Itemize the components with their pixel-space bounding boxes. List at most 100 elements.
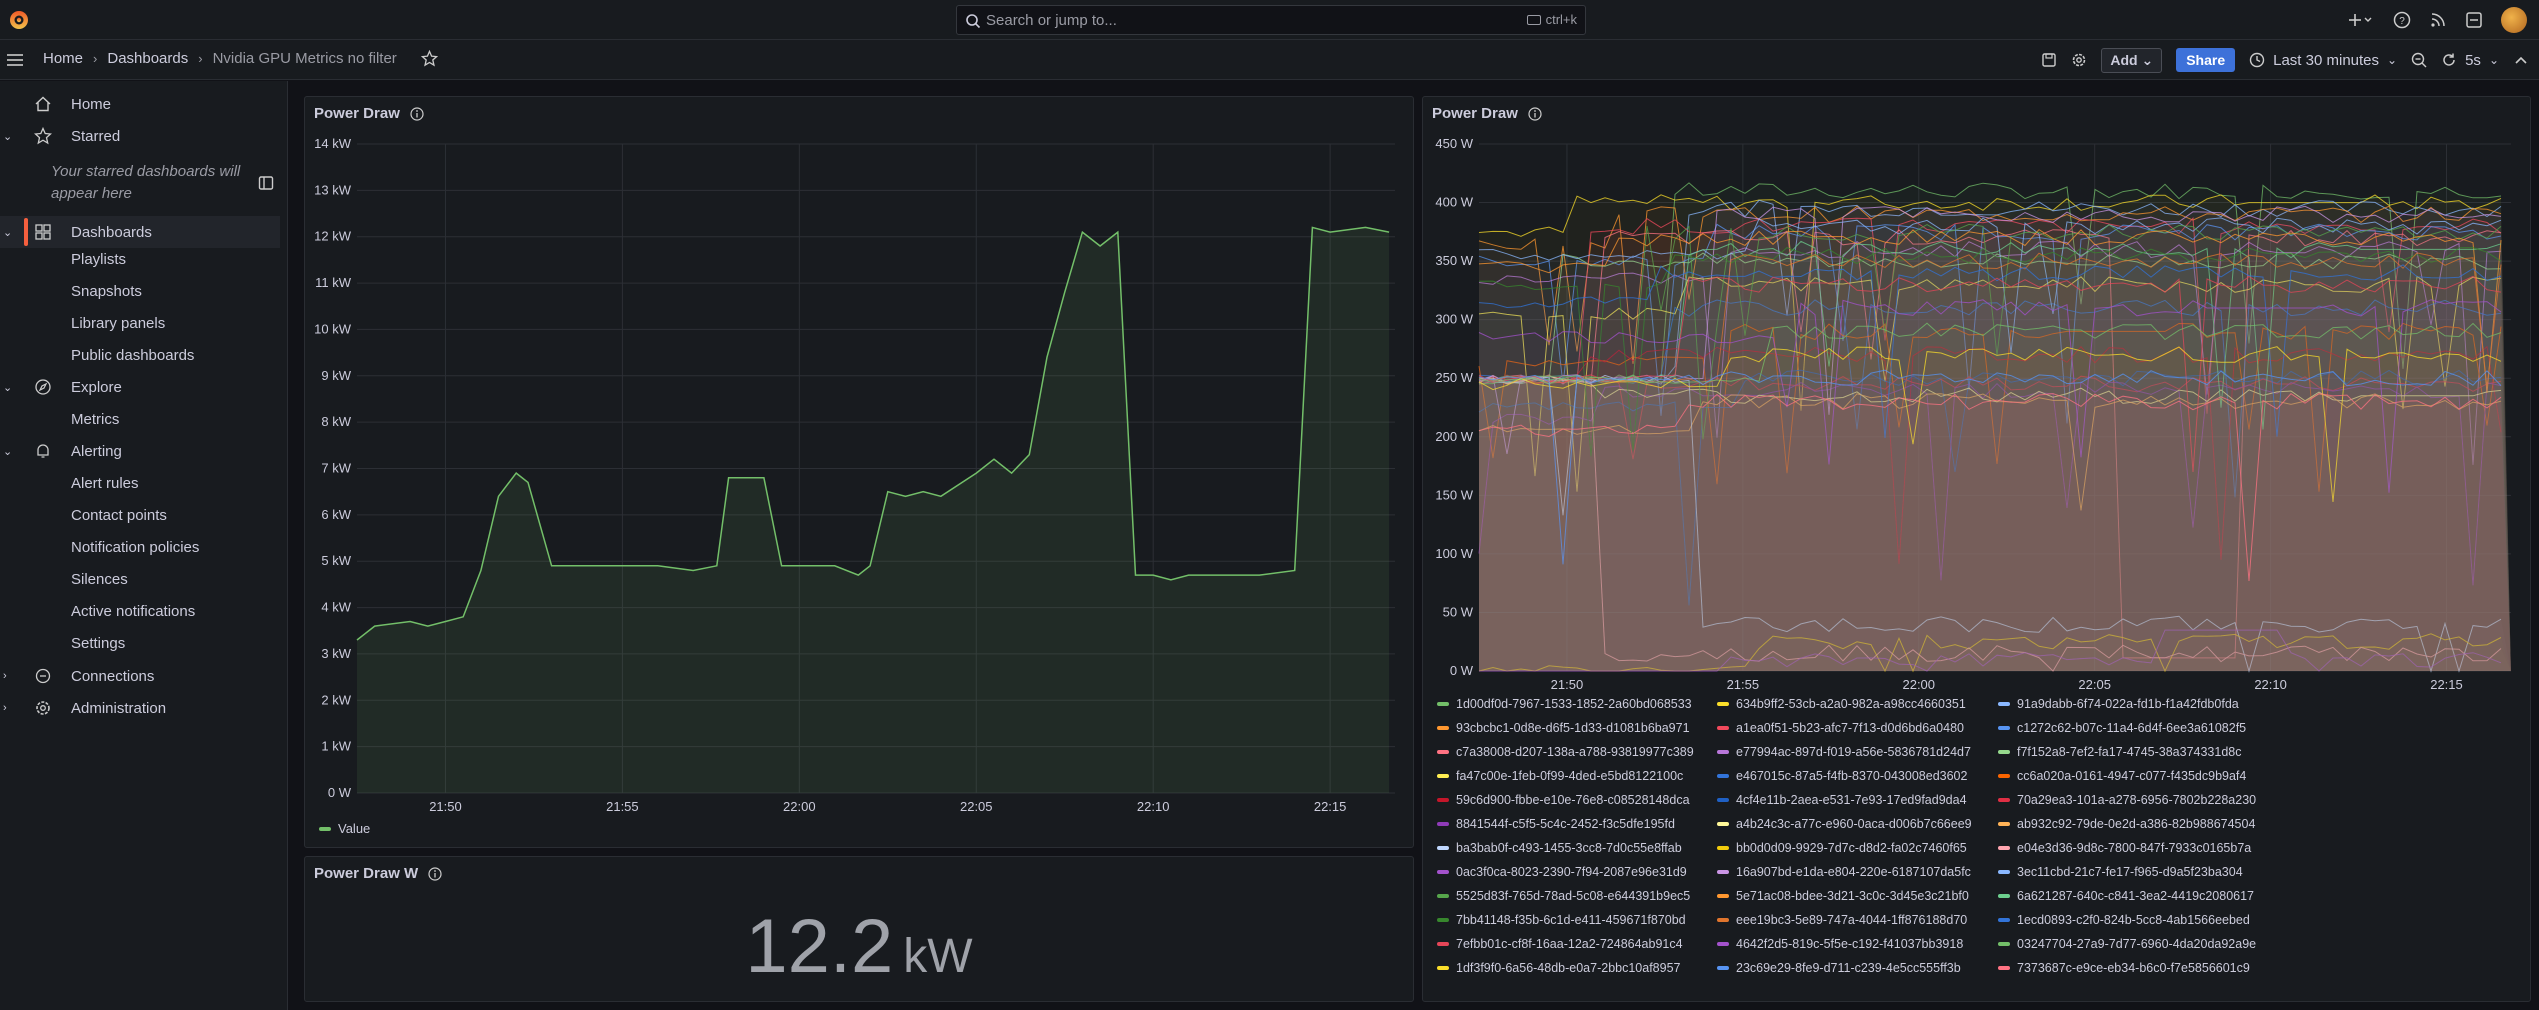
chevron-down-icon[interactable]: ⌄	[3, 226, 13, 239]
legend-item[interactable]: Value	[319, 821, 370, 836]
legend-label: 0ac3f0ca-8023-2390-7f94-2087e96e31d9	[1456, 865, 1687, 879]
breadcrumb-home[interactable]: Home	[43, 50, 84, 67]
legend-item[interactable]: 03247704-27a9-7d77-6960-4da20da92a9e	[1998, 937, 2256, 951]
chevron-right-icon[interactable]: ›	[3, 670, 7, 682]
legend-item[interactable]: e77994ac-897d-f019-a56e-5836781d24d7	[1717, 745, 1971, 759]
legend-item[interactable]: 1df3f9f0-6a56-48db-e0a7-2bbc10af8957	[1437, 961, 1681, 975]
legend-item[interactable]: 4cf4e11b-2aea-e531-7e93-17ed9fad9da4	[1717, 793, 1967, 807]
legend-item[interactable]: c7a38008-d207-138a-a788-93819977c389	[1437, 745, 1694, 759]
chevron-up-icon[interactable]	[2513, 52, 2529, 68]
legend-item[interactable]: eee19bc3-5e89-747a-4044-1ff876188d70	[1717, 913, 1967, 927]
legend-item[interactable]: e04e3d36-9d8c-7800-847f-7933c0165b7a	[1998, 841, 2251, 855]
menu-icon[interactable]	[6, 51, 24, 69]
series-f7f152a8-7ef2-fa17-4745-38a374331d8c	[1478, 252, 2502, 385]
legend-item[interactable]: 1ecd0893-c2f0-824b-5cc8-4ab1566eebed	[1998, 913, 2250, 927]
breadcrumb-dashboards[interactable]: Dashboards	[107, 50, 189, 67]
sidebar-item-explore[interactable]: ⌄ Explore	[0, 371, 280, 403]
time-range-picker[interactable]: Last 30 minutes ⌄	[2249, 52, 2397, 69]
sidebar-item-alert-rules[interactable]: Alert rules	[71, 475, 139, 492]
command-palette-icon[interactable]	[2465, 11, 2483, 29]
legend-item[interactable]: 7efbb01c-cf8f-16aa-12a2-724864ab91c4	[1437, 937, 1683, 951]
legend-item[interactable]: 3ec11cbd-21c7-fe17-f965-d9a5f23ba304	[1998, 865, 2243, 879]
legend-item[interactable]: 5525d83f-765d-78ad-5c08-e644391b9ec5	[1437, 889, 1690, 903]
news-rss-icon[interactable]	[2429, 11, 2447, 29]
legend-item[interactable]: 7bb41148-f35b-6c1d-e411-459671f870bd	[1437, 913, 1686, 927]
legend-item[interactable]: cc6a020a-0161-4947-c077-f435dc9b9af4	[1998, 769, 2246, 783]
info-icon[interactable]	[1528, 106, 1542, 121]
sidebar-item-alerting[interactable]: ⌄ Alerting	[0, 435, 280, 467]
compass-icon	[35, 379, 51, 395]
power-draw-total-chart[interactable]: 0 W 1 kW 2 kW 3 kW 4 kW 5 kW 6 kW 7 kW 8 kW 9 kW 1…	[305, 97, 1415, 849]
y-tick-label: 150 W	[1435, 487, 1473, 502]
legend-item[interactable]: bb0d0d09-9929-7d7c-d8d2-fa02c7460f65	[1717, 841, 1967, 855]
series-fa47c00e-1feb-0f99-4ded-e5bd8122100c	[1478, 275, 2502, 492]
legend-item[interactable]: ba3bab0f-c493-1455-3cc8-7d0c55e8ffab	[1437, 841, 1682, 855]
chevron-down-icon[interactable]: ⌄	[3, 130, 13, 143]
search-bar[interactable]: Search or jump to... ctrl+k	[956, 5, 1586, 35]
refresh-picker[interactable]: 5s ⌄	[2441, 52, 2499, 69]
refresh-icon[interactable]	[2441, 52, 2457, 68]
sidebar-item-active-notifications[interactable]: Active notifications	[71, 603, 196, 620]
sidebar-item-public-dashboards[interactable]: Public dashboards	[71, 347, 195, 364]
legend-item[interactable]: 0ac3f0ca-8023-2390-7f94-2087e96e31d9	[1437, 865, 1687, 879]
legend-item[interactable]: 93cbcbc1-0d8e-d6f5-1d33-d1081b6ba971	[1437, 721, 1690, 735]
legend-item[interactable]: c1272c62-b07c-11a4-6d4f-6ee3a61082f5	[1998, 721, 2246, 735]
sidebar-item-home[interactable]: Home	[0, 88, 280, 120]
legend-swatch	[1998, 774, 2010, 778]
legend-item[interactable]: 634b9ff2-53cb-a2a0-982a-a98cc4660351	[1717, 697, 1966, 711]
add-button[interactable]: Add ⌄	[2101, 47, 2163, 73]
legend-item[interactable]: e467015c-87a5-f4fb-8370-043008ed3602	[1717, 769, 1967, 783]
legend-item[interactable]: 7373687c-e9ce-eb34-b6c0-f7e5856601c9	[1998, 961, 2250, 975]
legend-item[interactable]: 91a9dabb-6f74-022a-fd1b-f1a42fdb0fda	[1998, 697, 2239, 711]
legend-item[interactable]: 1d00df0d-7967-1533-1852-2a60bd068533	[1437, 697, 1692, 711]
sidebar-item-snapshots[interactable]: Snapshots	[71, 283, 142, 300]
legend-item[interactable]: 5e71ac08-bdee-3d21-3c0c-3d45e3c21bf0	[1717, 889, 1969, 903]
power-draw-stat-panel[interactable]: Power Draw W 12.2 kW	[304, 856, 1414, 1002]
sidebar-item-silences[interactable]: Silences	[71, 571, 128, 588]
star-icon[interactable]	[420, 50, 438, 67]
sidebar-item-contact-points[interactable]: Contact points	[71, 507, 167, 524]
legend-item[interactable]: f7f152a8-7ef2-fa17-4745-38a374331d8c	[1998, 745, 2242, 759]
power-draw-per-gpu-chart[interactable]: 0 W 50 W 100 W 150 W 200 W 250 W 300 W 350 W 400…	[1423, 97, 2531, 697]
legend-label: c1272c62-b07c-11a4-6d4f-6ee3a61082f5	[2017, 721, 2247, 735]
legend-item[interactable]: 8841544f-c5f5-5c4c-2452-f3c5dfe195fd	[1437, 817, 1675, 831]
sidebar-item-administration[interactable]: › Administration	[0, 692, 280, 724]
sidebar-item-library-panels[interactable]: Library panels	[71, 315, 166, 332]
legend-item[interactable]: 59c6d900-fbbe-e10e-76e8-c08528148dca	[1437, 793, 1690, 807]
new-plus-icon[interactable]	[2345, 11, 2375, 29]
dock-menu-icon[interactable]	[258, 175, 274, 191]
settings-gear-icon[interactable]	[2071, 52, 2087, 68]
sidebar-item-notification-policies[interactable]: Notification policies	[71, 539, 200, 556]
sidebar-item-playlists[interactable]: Playlists	[71, 251, 127, 268]
save-icon[interactable]	[2041, 52, 2057, 68]
legend-item[interactable]: ab932c92-79de-0e2d-a386-82b988674504	[1998, 817, 2255, 831]
chevron-right-icon[interactable]: ›	[3, 702, 7, 714]
share-button[interactable]: Share	[2176, 48, 2236, 72]
sidebar-item-alerting-settings[interactable]: Settings	[71, 635, 126, 652]
sidebar-item-label: Explore	[71, 378, 122, 396]
help-icon[interactable]: ?	[2393, 11, 2411, 29]
info-icon[interactable]	[410, 106, 424, 121]
chevron-down-icon[interactable]: ⌄	[3, 381, 13, 394]
legend-item[interactable]: a1ea0f51-5b23-afc7-7f13-d0d6bd6a0480	[1717, 721, 1964, 735]
legend-item[interactable]: 70a29ea3-101a-a278-6956-7802b228a230	[1998, 793, 2256, 807]
sidebar-item-metrics[interactable]: Metrics	[71, 411, 120, 428]
info-icon[interactable]	[428, 866, 442, 881]
clock-icon	[2249, 52, 2265, 68]
y-tick-label: 7 kW	[321, 461, 351, 476]
zoom-out-icon[interactable]	[2411, 52, 2427, 68]
sidebar-item-starred[interactable]: ⌄ Starred	[0, 120, 280, 152]
legend-item[interactable]: 16a907bd-e1da-e804-220e-6187107da5fc	[1717, 865, 1971, 879]
legend-item[interactable]: fa47c00e-1feb-0f99-4ded-e5bd8122100c	[1437, 769, 1683, 783]
power-draw-per-gpu-panel[interactable]: Power Draw 0 W 50 W 100 W 150 W 200 W 250 W 30…	[1422, 96, 2531, 1002]
power-draw-total-panel[interactable]: Power Draw 0 W 1 kW 2 kW 3 kW 4 kW 5 kW 6 kW 7 …	[304, 96, 1414, 848]
legend-item[interactable]: 4642f2d5-819c-5f5e-c192-f41037bb3918	[1717, 937, 1963, 951]
chevron-down-icon[interactable]: ⌄	[3, 445, 13, 458]
user-avatar[interactable]	[2501, 7, 2527, 33]
grafana-logo-icon[interactable]	[8, 9, 30, 31]
sidebar-item-dashboards[interactable]: ⌄ Dashboards	[0, 216, 280, 248]
legend-item[interactable]: a4b24c3c-a77c-e960-0aca-d006b7c66ee9	[1717, 817, 1972, 831]
sidebar-item-connections[interactable]: › Connections	[0, 660, 280, 692]
legend-item[interactable]: 6a621287-640c-c841-3ea2-4419c2080617	[1998, 889, 2254, 903]
legend-item[interactable]: 23c69e29-8fe9-d711-c239-4e5cc555ff3b	[1717, 961, 1961, 975]
